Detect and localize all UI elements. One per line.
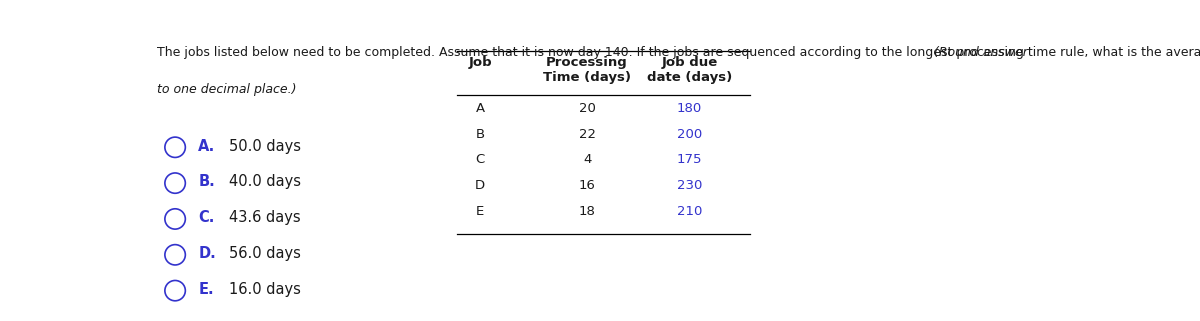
Text: B: B: [475, 127, 485, 141]
Text: 230: 230: [677, 179, 702, 192]
Text: 175: 175: [677, 153, 702, 167]
Text: B.: B.: [198, 174, 215, 189]
Text: C: C: [475, 153, 485, 167]
Text: 16.0 days: 16.0 days: [229, 282, 301, 297]
Text: to one decimal place.): to one decimal place.): [157, 83, 296, 96]
Text: 40.0 days: 40.0 days: [229, 174, 301, 189]
Text: 18: 18: [578, 205, 595, 218]
Text: 210: 210: [677, 205, 702, 218]
Text: 200: 200: [677, 127, 702, 141]
Text: 22: 22: [578, 127, 595, 141]
Text: A: A: [475, 101, 485, 115]
Text: D.: D.: [198, 246, 216, 261]
Text: 50.0 days: 50.0 days: [229, 139, 301, 153]
Text: D: D: [475, 179, 485, 192]
Text: Processing
Time (days): Processing Time (days): [544, 56, 631, 84]
Text: 43.6 days: 43.6 days: [229, 210, 301, 225]
Text: 4: 4: [583, 153, 592, 167]
Text: Job due
date (days): Job due date (days): [647, 56, 732, 84]
Text: 180: 180: [677, 101, 702, 115]
Text: (Round answer: (Round answer: [934, 46, 1028, 59]
Text: E: E: [476, 205, 485, 218]
Text: 20: 20: [578, 101, 595, 115]
Text: Job: Job: [468, 56, 492, 69]
Text: The jobs listed below need to be completed. Assume that it is now day 140. If th: The jobs listed below need to be complet…: [157, 46, 1200, 59]
Text: E.: E.: [198, 282, 214, 297]
Text: 16: 16: [578, 179, 595, 192]
Text: C.: C.: [198, 210, 215, 225]
Text: A.: A.: [198, 139, 216, 153]
Text: 56.0 days: 56.0 days: [229, 246, 301, 261]
